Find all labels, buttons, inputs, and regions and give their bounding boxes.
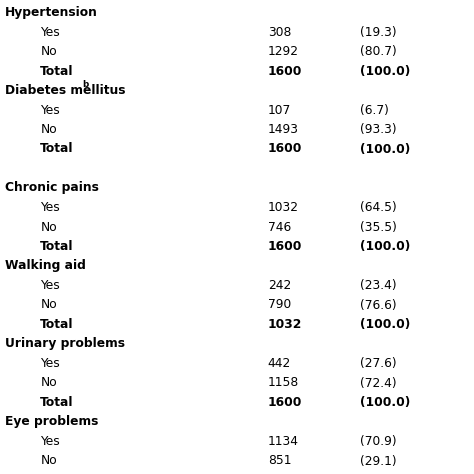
Text: 1600: 1600 — [268, 143, 302, 155]
Text: (76.6): (76.6) — [360, 299, 397, 311]
Text: 1600: 1600 — [268, 240, 302, 253]
Text: (64.5): (64.5) — [360, 201, 397, 214]
Text: No: No — [40, 123, 57, 136]
Text: Total: Total — [40, 64, 74, 78]
Text: No: No — [40, 220, 57, 234]
Text: No: No — [40, 299, 57, 311]
Text: Yes: Yes — [40, 357, 60, 370]
Text: (72.4): (72.4) — [360, 376, 397, 390]
Text: Yes: Yes — [40, 435, 60, 448]
Text: (100.0): (100.0) — [360, 143, 410, 155]
Text: 1032: 1032 — [268, 318, 302, 331]
Text: No: No — [40, 376, 57, 390]
Text: 1600: 1600 — [268, 396, 302, 409]
Text: (35.5): (35.5) — [360, 220, 397, 234]
Text: Yes: Yes — [40, 103, 60, 117]
Text: No: No — [40, 45, 57, 58]
Text: 851: 851 — [268, 455, 292, 467]
Text: Chronic pains: Chronic pains — [5, 182, 99, 194]
Text: (100.0): (100.0) — [360, 396, 410, 409]
Text: 1158: 1158 — [268, 376, 299, 390]
Text: 308: 308 — [268, 26, 291, 38]
Text: Total: Total — [40, 240, 74, 253]
Text: 442: 442 — [268, 357, 291, 370]
Text: (100.0): (100.0) — [360, 318, 410, 331]
Text: Diabetes mellitus: Diabetes mellitus — [5, 84, 125, 97]
Text: Hypertension: Hypertension — [5, 6, 98, 19]
Text: Urinary problems: Urinary problems — [5, 337, 125, 350]
Text: (100.0): (100.0) — [360, 64, 410, 78]
Text: (19.3): (19.3) — [360, 26, 397, 38]
Text: (29.1): (29.1) — [360, 455, 397, 467]
Text: (27.6): (27.6) — [360, 357, 397, 370]
Text: (6.7): (6.7) — [360, 103, 389, 117]
Text: Total: Total — [40, 396, 74, 409]
Text: Total: Total — [40, 318, 74, 331]
Text: Yes: Yes — [40, 201, 60, 214]
Text: Walking aid: Walking aid — [5, 259, 86, 273]
Text: (80.7): (80.7) — [360, 45, 397, 58]
Text: 1600: 1600 — [268, 64, 302, 78]
Text: 107: 107 — [268, 103, 291, 117]
Text: 1032: 1032 — [268, 201, 299, 214]
Text: 1292: 1292 — [268, 45, 299, 58]
Text: Yes: Yes — [40, 279, 60, 292]
Text: 746: 746 — [268, 220, 291, 234]
Text: 1134: 1134 — [268, 435, 299, 448]
Text: 242: 242 — [268, 279, 291, 292]
Text: (93.3): (93.3) — [360, 123, 397, 136]
Text: (100.0): (100.0) — [360, 240, 410, 253]
Text: Total: Total — [40, 143, 74, 155]
Text: Eye problems: Eye problems — [5, 416, 98, 428]
Text: b: b — [82, 80, 89, 89]
Text: 790: 790 — [268, 299, 291, 311]
Text: Yes: Yes — [40, 26, 60, 38]
Text: 1493: 1493 — [268, 123, 299, 136]
Text: (23.4): (23.4) — [360, 279, 397, 292]
Text: (70.9): (70.9) — [360, 435, 397, 448]
Text: No: No — [40, 455, 57, 467]
